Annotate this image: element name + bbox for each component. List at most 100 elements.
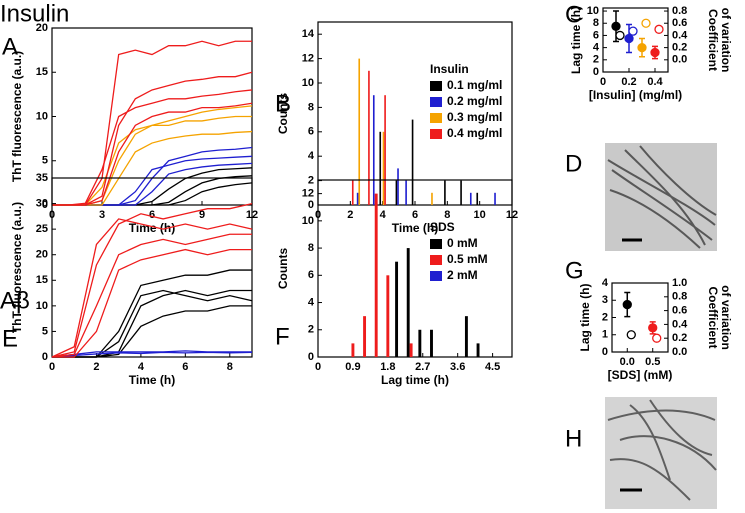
legend-swatch: [430, 271, 442, 281]
series-line: [51, 202, 253, 358]
legend-title: SDS: [430, 220, 455, 234]
legend-label: 0.4 mg/ml: [447, 126, 502, 140]
x-axis-label: [Insulin] (mg/ml): [589, 88, 682, 102]
y-tick-label: 15: [36, 274, 48, 286]
bar: [395, 180, 398, 205]
bar: [351, 180, 354, 205]
bar: [358, 58, 361, 205]
x-tick-label: 6: [412, 209, 418, 221]
legend-label: 0.1 mg/ml: [447, 78, 502, 92]
bar: [431, 192, 433, 205]
legend-label: 2 mM: [447, 268, 478, 282]
y-axis-label: ThT fluorescence (a.u.): [10, 202, 24, 333]
bar: [406, 248, 410, 357]
bar: [363, 316, 367, 357]
legend-label: 0.5 mM: [447, 252, 488, 266]
axes-frame: [602, 7, 669, 73]
x-tick-label: 8: [444, 209, 450, 221]
panel-letter: H: [565, 425, 582, 452]
series-line: [51, 350, 252, 358]
axes-frame: [51, 177, 253, 358]
y-tick-label: 10: [36, 110, 48, 122]
y-tick-label: 35: [36, 172, 48, 184]
bar: [409, 343, 413, 357]
y-tick-label: 4: [308, 150, 315, 162]
section-title: Aβ: [0, 287, 30, 314]
x-tick-label: 1.8: [380, 361, 395, 373]
y-tick-label: 0: [308, 351, 314, 363]
legend-swatch: [430, 255, 442, 265]
y-tick-label: 6: [593, 29, 599, 41]
x-tick-label: 8: [227, 361, 233, 373]
y-tick-label: 12: [302, 188, 314, 200]
bar: [374, 193, 378, 357]
series-line: [52, 71, 253, 206]
y2-axis-label: Coefficient: [706, 9, 720, 71]
y-tick-label: 10: [36, 300, 48, 312]
legend-swatch: [430, 113, 442, 123]
series-line: [52, 248, 252, 358]
bar: [469, 192, 472, 205]
series-line: [52, 305, 252, 358]
y-tick-label: 3: [602, 294, 608, 306]
y2-axis-label: of variation: [719, 8, 733, 73]
legend-label: 0.2 mg/ml: [447, 94, 502, 108]
y-tick-label: 6: [308, 126, 314, 138]
y-tick-label: 1: [602, 329, 608, 341]
x-axis-label: Time (h): [129, 221, 175, 235]
bar: [430, 329, 433, 357]
micrograph: [605, 397, 717, 509]
y-tick-label: 20: [36, 22, 48, 34]
x-tick-label: 0: [600, 76, 606, 88]
series-line: [52, 155, 253, 206]
y-tick-label: 10: [302, 77, 314, 89]
point: [611, 21, 621, 31]
point: [628, 26, 638, 36]
bar: [395, 261, 399, 357]
legend-label: 0.3 mg/ml: [447, 110, 502, 124]
x-tick-label: 0.4: [647, 76, 663, 88]
x-tick-label: 4.5: [485, 361, 500, 373]
bar: [397, 168, 399, 205]
x-tick-label: 6: [149, 209, 155, 221]
x-tick-label: 0.9: [345, 361, 360, 373]
series-line: [52, 40, 252, 206]
legend-title: Insulin: [430, 62, 469, 76]
y2-axis-label: Coefficient: [706, 286, 720, 348]
point: [650, 47, 660, 58]
legend-label: 0 mM: [447, 236, 478, 250]
y2-tick-label: 0.4: [672, 318, 688, 330]
x-tick-label: 0: [49, 361, 55, 373]
point: [626, 330, 636, 340]
y-tick-label: 2: [308, 324, 314, 336]
x-tick-label: 2: [93, 361, 99, 373]
point: [652, 333, 662, 343]
legend-swatch: [430, 239, 442, 249]
point: [637, 42, 647, 53]
y-tick-label: 5: [42, 155, 48, 167]
axes-frame: [317, 179, 513, 358]
panel-letter: G: [565, 257, 584, 284]
point: [622, 299, 632, 310]
x-axis-label: Lag time (h): [381, 373, 449, 387]
x-tick-label: 0: [315, 361, 321, 373]
bar: [476, 343, 480, 357]
x-axis-label: [SDS] (mM): [608, 368, 673, 382]
y-tick-label: 30: [36, 197, 48, 209]
x-tick-label: 9: [199, 209, 205, 221]
x-tick-label: 3: [99, 209, 105, 221]
point: [641, 18, 651, 28]
series-line: [52, 105, 253, 206]
panel-letter: A: [2, 33, 18, 60]
bar: [460, 180, 462, 205]
panel-letter: C: [565, 1, 582, 28]
bar: [382, 131, 385, 205]
y2-tick-label: 1.0: [672, 277, 687, 289]
point: [654, 24, 664, 34]
series-line: [52, 146, 253, 206]
x-tick-label: 2: [347, 209, 353, 221]
y-tick-label: 2: [308, 175, 314, 187]
bar: [411, 119, 414, 205]
bar: [418, 329, 422, 357]
series-line: [52, 130, 253, 206]
